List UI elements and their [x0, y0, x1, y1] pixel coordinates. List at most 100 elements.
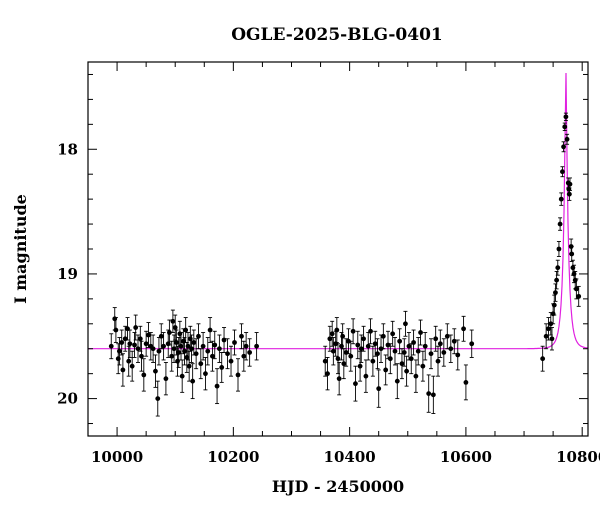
point-marker — [207, 327, 213, 333]
data-point — [564, 133, 570, 145]
point-marker — [365, 343, 371, 349]
point-marker — [190, 378, 196, 384]
data-point — [343, 338, 349, 367]
data-point — [461, 315, 466, 342]
point-marker — [358, 346, 364, 352]
data-point — [183, 317, 189, 343]
chart-title: OGLE-2025-BLG-0401 — [231, 25, 443, 45]
y-tick-label: 18 — [57, 140, 78, 158]
point-marker — [137, 336, 143, 342]
point-marker — [435, 358, 441, 364]
data-point — [153, 354, 158, 388]
data-point — [129, 350, 135, 382]
point-marker — [355, 342, 361, 348]
data-point — [435, 345, 441, 377]
point-marker — [401, 350, 407, 355]
data-point — [108, 333, 114, 360]
data-point — [551, 294, 557, 316]
data-point — [561, 141, 566, 153]
data-point — [392, 337, 398, 366]
point-marker — [225, 351, 230, 357]
point-marker — [141, 372, 147, 378]
data-point — [191, 329, 197, 356]
data-point — [441, 338, 447, 367]
data-point — [418, 319, 423, 346]
data-point — [387, 343, 393, 375]
point-marker — [239, 333, 244, 339]
data-point — [370, 345, 376, 377]
x-tick-label: 10000 — [91, 448, 143, 466]
data-point — [426, 374, 432, 413]
data-point — [376, 369, 382, 408]
data-point — [463, 364, 469, 401]
data-point — [193, 338, 199, 370]
data-point — [322, 345, 328, 377]
point-marker — [387, 356, 393, 362]
data-point — [210, 340, 215, 372]
data-point — [235, 358, 241, 392]
data-point — [437, 329, 443, 358]
data-point — [455, 339, 461, 371]
point-marker — [404, 368, 410, 374]
data-point — [576, 285, 582, 307]
data-point — [178, 332, 184, 361]
point-marker — [566, 191, 572, 197]
data-point — [408, 343, 414, 375]
point-marker — [553, 290, 558, 296]
data-point — [203, 357, 208, 391]
point-marker — [418, 330, 423, 335]
point-marker — [551, 302, 557, 308]
point-marker — [132, 342, 137, 348]
x-tick-labels: 10000 10200 10400 10600 10800 — [91, 448, 600, 466]
point-marker — [161, 343, 166, 349]
point-marker — [120, 367, 126, 373]
point-marker — [171, 346, 177, 352]
point-marker — [127, 341, 133, 347]
point-marker — [210, 353, 215, 359]
data-point — [394, 363, 400, 400]
data-point — [127, 329, 133, 358]
point-marker — [214, 383, 220, 389]
data-point — [365, 332, 371, 361]
point-marker — [219, 365, 225, 370]
point-marker — [372, 341, 378, 347]
point-marker — [549, 336, 555, 342]
data-point — [172, 314, 178, 341]
point-marker — [357, 363, 363, 369]
data-point — [469, 329, 475, 358]
point-marker — [139, 353, 144, 359]
data-point — [375, 338, 380, 370]
data-point — [205, 337, 211, 366]
point-marker — [455, 352, 461, 358]
point-marker — [176, 350, 182, 355]
data-point — [433, 325, 439, 352]
point-marker — [361, 336, 366, 342]
point-marker — [556, 246, 562, 252]
data-point — [543, 323, 549, 350]
point-marker — [216, 346, 222, 352]
point-marker — [228, 358, 234, 364]
data-point — [415, 337, 421, 366]
point-marker — [368, 328, 373, 334]
data-point — [563, 112, 569, 122]
point-marker — [406, 343, 412, 349]
point-marker — [403, 321, 408, 327]
point-marker — [397, 338, 403, 344]
point-marker — [191, 340, 197, 345]
data-point — [156, 337, 162, 366]
axis-ticks — [87, 62, 588, 436]
data-point — [353, 365, 358, 402]
data-point — [430, 375, 436, 415]
data-point — [336, 361, 342, 396]
point-marker — [135, 346, 141, 352]
point-marker — [172, 325, 178, 330]
data-point — [173, 329, 179, 356]
point-marker — [133, 325, 139, 330]
point-marker — [129, 363, 135, 369]
data-point — [334, 317, 340, 343]
point-marker — [243, 343, 249, 349]
model-curve-layer — [88, 72, 589, 350]
point-marker — [555, 265, 561, 271]
data-point — [451, 328, 457, 355]
